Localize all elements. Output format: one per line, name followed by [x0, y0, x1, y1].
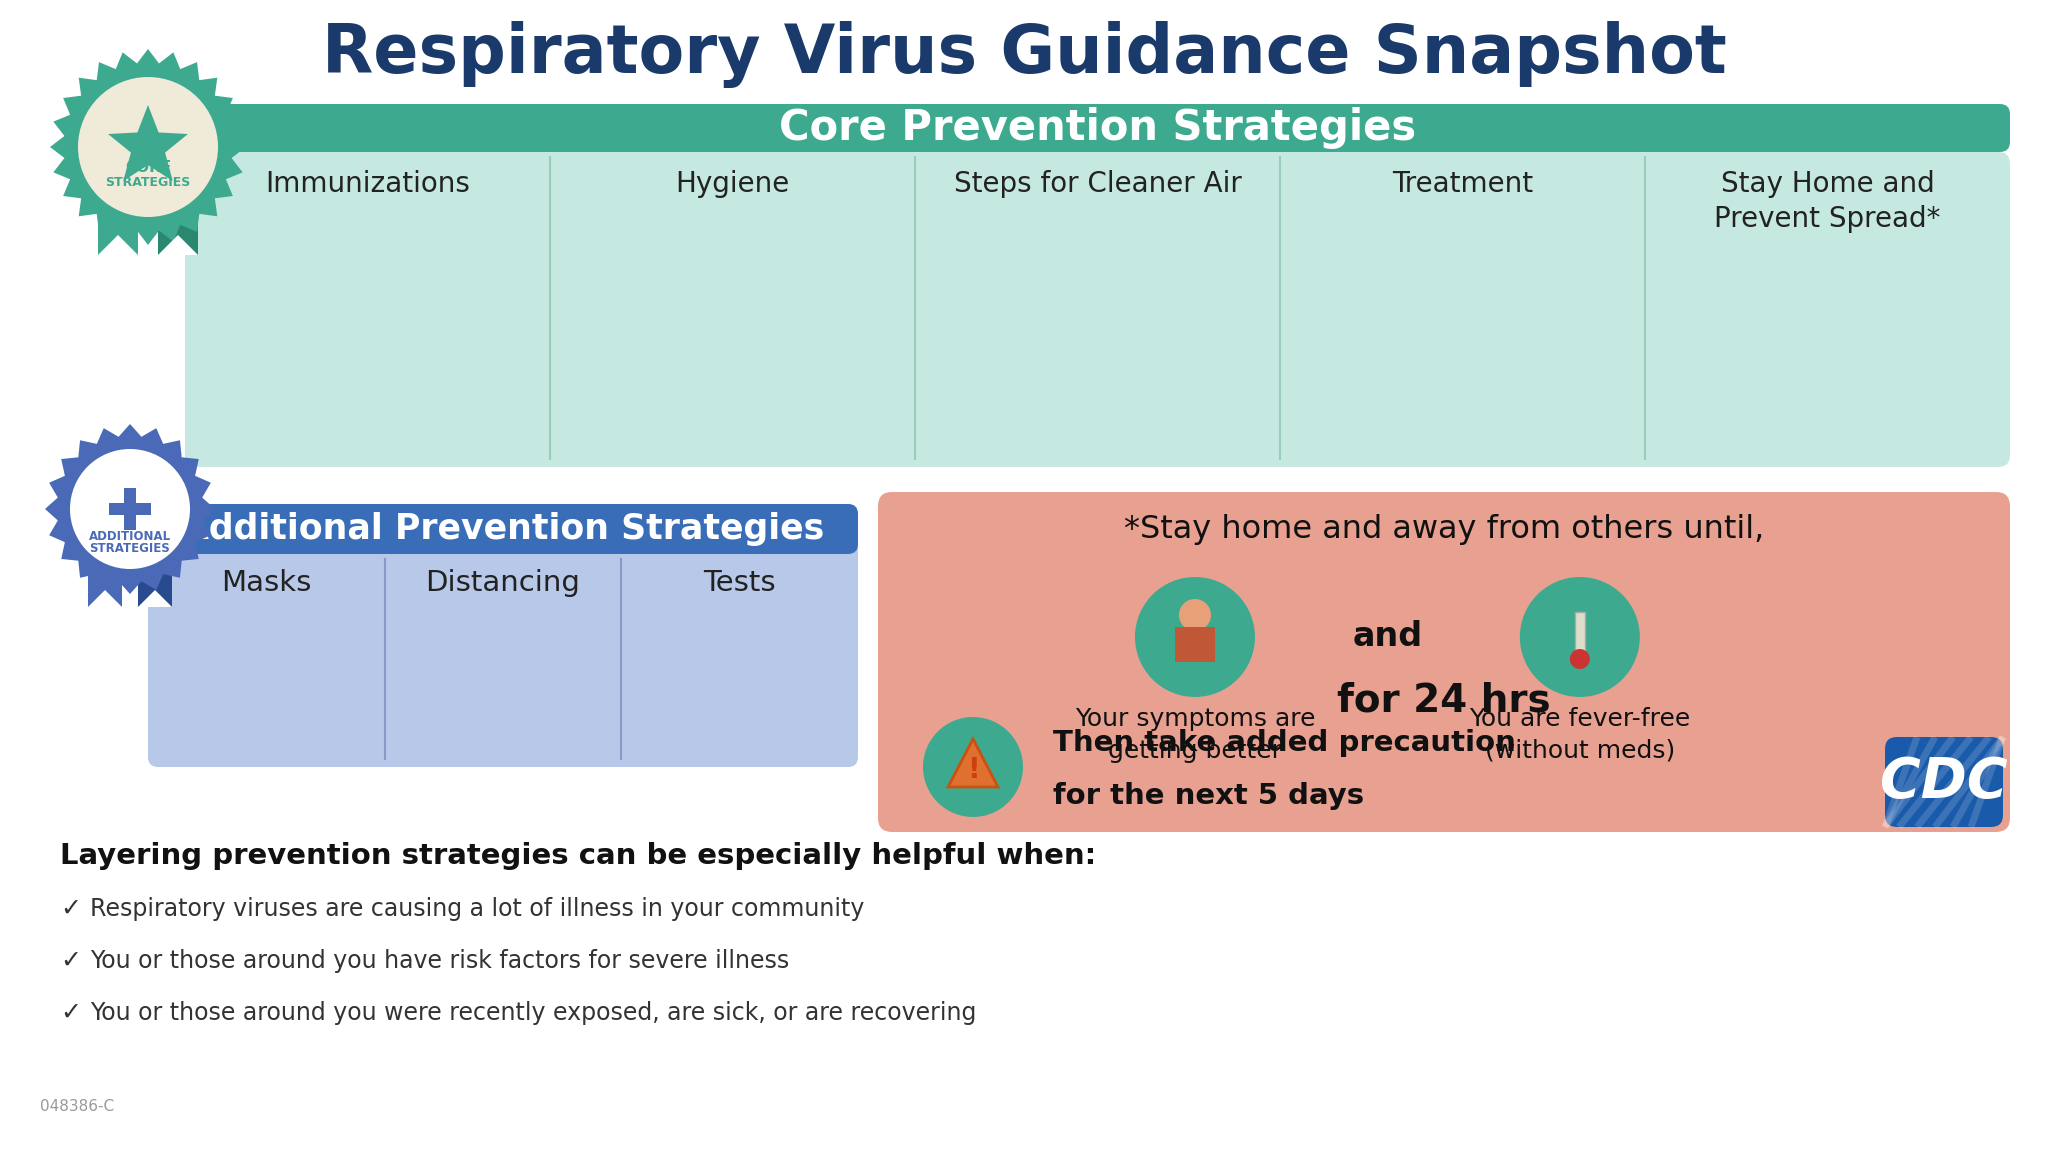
Circle shape: [924, 717, 1024, 817]
Text: Respiratory viruses are causing a lot of illness in your community: Respiratory viruses are causing a lot of…: [90, 897, 864, 920]
Polygon shape: [45, 424, 215, 594]
Text: You or those around you were recently exposed, are sick, or are recovering: You or those around you were recently ex…: [90, 1001, 977, 1025]
Text: ✓: ✓: [59, 949, 82, 973]
Text: Hygiene: Hygiene: [676, 170, 791, 198]
Text: Steps for Cleaner Air: Steps for Cleaner Air: [954, 170, 1241, 198]
Text: STRATEGIES: STRATEGIES: [90, 543, 170, 555]
Polygon shape: [88, 590, 123, 607]
Text: CDC: CDC: [1880, 755, 2007, 809]
Text: for the next 5 days: for the next 5 days: [1053, 782, 1364, 810]
Text: Distancing: Distancing: [426, 569, 580, 597]
Text: Treatment: Treatment: [1393, 170, 1534, 198]
Circle shape: [1180, 599, 1210, 631]
Circle shape: [1520, 577, 1640, 697]
Text: You or those around you have risk factors for severe illness: You or those around you have risk factor…: [90, 949, 788, 973]
Text: Immunizations: Immunizations: [264, 170, 469, 198]
Polygon shape: [109, 105, 188, 181]
Text: ADDITIONAL: ADDITIONAL: [88, 531, 172, 544]
Circle shape: [74, 71, 223, 222]
FancyBboxPatch shape: [184, 104, 2009, 152]
FancyBboxPatch shape: [147, 505, 858, 554]
Text: 048386-C: 048386-C: [41, 1099, 115, 1114]
Text: Your symptoms are
getting better: Your symptoms are getting better: [1075, 707, 1315, 763]
Text: Then take added precaution: Then take added precaution: [1053, 729, 1516, 757]
Text: Respiratory Virus Guidance Snapshot: Respiratory Virus Guidance Snapshot: [322, 21, 1726, 88]
Text: ✓: ✓: [59, 1001, 82, 1025]
Circle shape: [1571, 649, 1589, 669]
FancyBboxPatch shape: [879, 492, 2009, 832]
Text: Tests: Tests: [702, 569, 776, 597]
Text: Additional Prevention Strategies: Additional Prevention Strategies: [182, 511, 823, 546]
Text: CORE: CORE: [125, 159, 172, 174]
Bar: [98, 200, 137, 255]
Bar: [1176, 627, 1214, 662]
Text: and: and: [1352, 621, 1423, 653]
Text: Stay Home and
Prevent Spread*: Stay Home and Prevent Spread*: [1714, 170, 1942, 233]
Text: You are fever-free
(without meds): You are fever-free (without meds): [1468, 707, 1690, 763]
Polygon shape: [158, 235, 199, 255]
Text: !: !: [967, 756, 979, 785]
Bar: [158, 200, 199, 255]
Circle shape: [70, 449, 190, 569]
FancyBboxPatch shape: [147, 505, 858, 767]
Polygon shape: [49, 50, 246, 245]
Circle shape: [66, 444, 195, 574]
Bar: [109, 503, 152, 515]
Bar: [88, 555, 123, 607]
Text: Masks: Masks: [221, 569, 311, 597]
FancyBboxPatch shape: [1884, 737, 2003, 827]
Text: *Stay home and away from others until,: *Stay home and away from others until,: [1124, 514, 1763, 545]
Polygon shape: [948, 738, 997, 787]
FancyBboxPatch shape: [184, 152, 2009, 467]
Text: Core Prevention Strategies: Core Prevention Strategies: [778, 107, 1415, 149]
Text: ✓: ✓: [59, 897, 82, 920]
Bar: [125, 488, 135, 530]
Text: STRATEGIES: STRATEGIES: [104, 175, 190, 189]
Circle shape: [1135, 577, 1255, 697]
Polygon shape: [98, 235, 137, 255]
Bar: [137, 555, 172, 607]
Polygon shape: [137, 590, 172, 607]
Circle shape: [78, 77, 217, 217]
Text: for 24 hrs: for 24 hrs: [1337, 681, 1550, 719]
Text: Layering prevention strategies can be especially helpful when:: Layering prevention strategies can be es…: [59, 842, 1096, 870]
Bar: [1575, 612, 1585, 657]
